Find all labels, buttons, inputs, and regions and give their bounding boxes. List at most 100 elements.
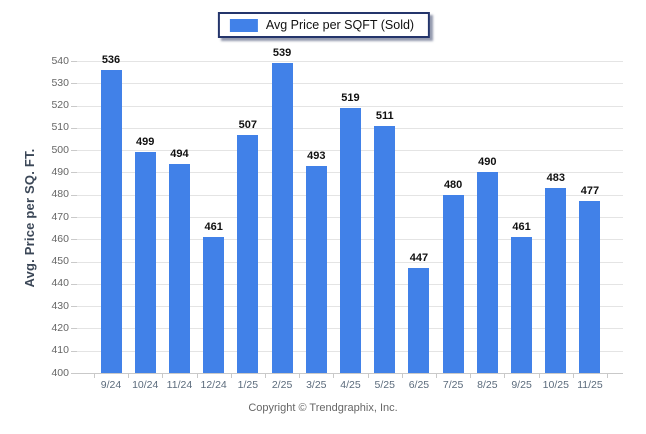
bar-6/25 [408, 268, 430, 373]
y-tick-label-430: 430 [51, 299, 69, 312]
x-tick-label-12/24: 12/24 [200, 379, 227, 391]
bar-2/25 [271, 63, 293, 373]
x-tick-7 [333, 374, 335, 378]
x-tick-label-10/24: 10/24 [132, 379, 159, 391]
x-tick-0 [93, 374, 95, 378]
bar-value-4/25: 519 [341, 91, 360, 104]
gridline-530 [77, 83, 623, 85]
bar-value-12/24: 461 [204, 221, 223, 234]
x-tick-label-3/25: 3/25 [306, 379, 327, 391]
y-tick-label-470: 470 [51, 210, 69, 223]
x-tick-label-8/25: 8/25 [477, 379, 498, 391]
y-axis-title: Avg. Price per SQ. FT. [22, 148, 37, 288]
bar-value-7/25: 480 [443, 178, 463, 191]
copyright-text: Copyright © Trendgraphix, Inc. [248, 402, 398, 414]
y-tick-label-500: 500 [51, 143, 69, 156]
y-tick-500 [71, 150, 77, 152]
bar-value-10/24: 499 [136, 136, 155, 149]
x-tick-label-11/24: 11/24 [166, 379, 193, 391]
bar-value-6/25: 447 [409, 252, 429, 265]
x-tick-14 [572, 374, 574, 378]
y-tick-450 [71, 261, 77, 263]
x-tick-3 [196, 374, 198, 378]
bar-value-10/25: 483 [546, 172, 565, 185]
gridline-520 [77, 105, 623, 107]
y-tick-430 [71, 306, 77, 308]
x-tick-4 [230, 374, 232, 378]
y-tick-490 [71, 172, 77, 174]
x-tick-label-9/25: 9/25 [511, 379, 532, 391]
x-axis-line [77, 373, 623, 374]
bar-value-9/25: 461 [512, 221, 531, 234]
y-tick-480 [71, 194, 77, 196]
y-tick-540 [71, 61, 77, 62]
bar-11/25 [579, 201, 601, 373]
x-tick-label-1/25: 1/25 [237, 379, 259, 391]
legend-swatch-icon [229, 18, 258, 32]
y-tick-label-480: 480 [51, 188, 69, 201]
y-tick-label-460: 460 [51, 232, 69, 245]
bar-value-11/24: 494 [170, 147, 189, 160]
y-tick-530 [71, 83, 77, 85]
y-tick-510 [71, 127, 77, 129]
bar-8/25 [476, 172, 498, 373]
x-tick-8 [367, 374, 369, 378]
x-tick-5 [264, 374, 266, 378]
bar-value-2/25: 539 [272, 47, 292, 60]
bar-10/25 [545, 188, 567, 373]
y-tick-label-540: 540 [51, 54, 69, 67]
bar-9/24 [100, 69, 122, 373]
x-tick-label-7/25: 7/25 [442, 379, 464, 391]
y-tick-label-490: 490 [51, 165, 69, 178]
y-tick-400 [71, 373, 77, 374]
bar-12/24 [203, 237, 225, 373]
bar-11/24 [168, 163, 190, 373]
y-tick-520 [71, 105, 77, 107]
bar-4/25 [339, 107, 361, 373]
x-tick-label-5/25: 5/25 [374, 379, 395, 391]
bar-value-9/24: 536 [101, 53, 121, 66]
x-tick-11 [470, 374, 472, 378]
y-tick-label-440: 440 [51, 277, 69, 290]
y-tick-label-420: 420 [51, 321, 69, 334]
x-tick-label-10/25: 10/25 [542, 379, 569, 391]
x-tick-2 [162, 374, 164, 378]
x-tick-1 [128, 374, 130, 378]
x-tick-label-9/24: 9/24 [100, 379, 122, 391]
bar-10/24 [134, 152, 156, 373]
bar-value-1/25: 507 [238, 118, 258, 131]
bar-1/25 [237, 134, 259, 373]
bar-5/25 [374, 125, 396, 373]
bar-value-11/25: 477 [580, 185, 600, 198]
y-tick-label-520: 520 [51, 99, 69, 112]
y-tick-label-400: 400 [51, 366, 69, 379]
y-tick-label-530: 530 [51, 76, 69, 89]
y-tick-470 [71, 217, 77, 218]
x-tick-label-11/25: 11/25 [577, 379, 603, 391]
bar-3/25 [305, 165, 327, 373]
y-tick-420 [71, 328, 77, 330]
x-tick-12 [504, 374, 506, 378]
bar-value-5/25: 511 [375, 109, 394, 122]
x-tick-10 [436, 374, 438, 378]
bar-value-3/25: 493 [307, 149, 326, 162]
legend-label: Avg Price per SQFT (Sold) [265, 18, 415, 32]
x-tick-13 [538, 374, 540, 378]
y-tick-label-450: 450 [51, 255, 69, 268]
y-tick-label-510: 510 [51, 121, 69, 134]
bar-7/25 [442, 194, 464, 373]
bar-value-8/25: 490 [478, 156, 497, 169]
y-tick-440 [71, 283, 77, 285]
x-tick-label-2/25: 2/25 [271, 379, 293, 391]
y-tick-410 [71, 350, 77, 352]
x-tick-15 [607, 374, 609, 378]
x-tick-9 [401, 374, 403, 378]
y-tick-label-410: 410 [51, 344, 69, 357]
gridline-540 [77, 61, 623, 62]
bar-9/25 [511, 237, 533, 373]
x-tick-label-4/25: 4/25 [340, 379, 361, 391]
x-tick-6 [299, 374, 301, 378]
legend: Avg Price per SQFT (Sold) [217, 12, 431, 38]
x-tick-label-6/25: 6/25 [408, 379, 430, 391]
